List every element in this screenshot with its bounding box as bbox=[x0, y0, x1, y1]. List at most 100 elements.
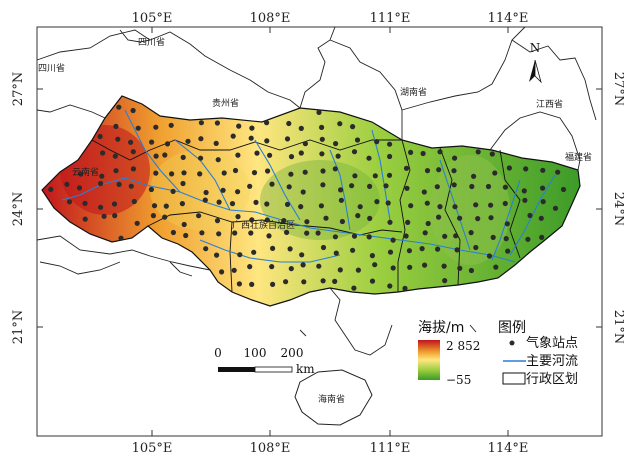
station-dot bbox=[162, 214, 168, 220]
province-label-yunnan: 云南省 bbox=[72, 166, 99, 178]
station-dot bbox=[488, 215, 494, 221]
station-dot bbox=[202, 197, 208, 203]
station-dot bbox=[387, 283, 393, 289]
lat-label-right-21: 21°N bbox=[611, 310, 624, 344]
north-arrow-icon bbox=[529, 59, 542, 84]
station-dot bbox=[254, 150, 260, 156]
station-dot bbox=[504, 221, 510, 227]
station-dot bbox=[181, 170, 187, 176]
station-dot bbox=[101, 213, 107, 219]
station-dot bbox=[214, 218, 221, 224]
station-dot bbox=[492, 170, 498, 176]
station-dot bbox=[203, 246, 209, 252]
lat-label-left-27: 27°N bbox=[11, 72, 26, 106]
station-dot bbox=[130, 166, 136, 172]
station-dot bbox=[468, 230, 474, 236]
station-dot bbox=[247, 264, 253, 270]
lon-label-top-108: 108°E bbox=[250, 11, 291, 26]
station-dot bbox=[302, 169, 308, 175]
station-dot bbox=[316, 263, 322, 269]
hainan-island bbox=[294, 369, 373, 426]
station-dot bbox=[493, 264, 499, 270]
station-dot bbox=[118, 235, 124, 241]
station-dot bbox=[407, 264, 413, 270]
station-dot bbox=[319, 136, 325, 142]
station-dot bbox=[113, 123, 119, 129]
graticule-ticks bbox=[37, 27, 602, 436]
station-dot bbox=[473, 244, 479, 251]
station-dot bbox=[320, 182, 326, 188]
station-dot bbox=[151, 203, 158, 209]
station-dot bbox=[442, 233, 448, 239]
station-dot bbox=[332, 234, 338, 240]
lat-label-left-21: 21°N bbox=[11, 310, 26, 344]
station-dot bbox=[372, 173, 378, 179]
station-dot bbox=[131, 198, 137, 205]
lat-label-left-24: 24°N bbox=[11, 192, 26, 226]
station-dot bbox=[130, 149, 136, 155]
north-arrow-label: N bbox=[530, 41, 541, 55]
station-dot bbox=[319, 151, 325, 157]
station-dot bbox=[506, 165, 512, 171]
station-dot bbox=[320, 244, 327, 251]
station-dot bbox=[490, 234, 496, 240]
station-dot bbox=[298, 150, 304, 156]
station-dot bbox=[355, 267, 361, 273]
station-dot bbox=[198, 120, 204, 126]
station-dot bbox=[78, 171, 84, 177]
station-dot bbox=[197, 171, 203, 177]
station-dot bbox=[214, 120, 220, 126]
scale-tick-100: 100 bbox=[244, 346, 267, 360]
station-dot bbox=[385, 200, 391, 206]
station-dot bbox=[471, 173, 477, 179]
station-dot bbox=[369, 253, 375, 259]
station-dot bbox=[337, 121, 343, 127]
station-dot bbox=[232, 167, 239, 174]
station-dot bbox=[203, 189, 209, 196]
station-dot bbox=[198, 155, 204, 161]
lat-label-right-24: 24°N bbox=[611, 192, 624, 226]
station-dot bbox=[319, 124, 325, 130]
station-dot bbox=[390, 237, 396, 243]
elevation-max-label: 2 852 bbox=[446, 339, 480, 353]
station-dot bbox=[475, 149, 481, 155]
station-dot bbox=[403, 165, 410, 171]
station-dot bbox=[436, 214, 442, 220]
station-dot bbox=[503, 236, 509, 242]
province-label-guangxi: 广西壮族自治区 bbox=[232, 219, 295, 231]
legend-label-stations: 气象站点 bbox=[526, 335, 578, 351]
station-dot bbox=[153, 153, 159, 159]
province-label-hainan: 海南省 bbox=[318, 393, 345, 405]
province-label-jiangxi: 江西省 bbox=[536, 98, 563, 110]
station-dot bbox=[269, 264, 275, 270]
station-dot bbox=[424, 200, 430, 206]
station-dot bbox=[265, 168, 271, 174]
station-dot bbox=[128, 183, 134, 189]
station-dot bbox=[286, 120, 292, 127]
station-dot bbox=[284, 229, 290, 235]
station-dot bbox=[113, 168, 119, 174]
station-dot bbox=[216, 199, 222, 205]
station-dot bbox=[116, 181, 122, 187]
station-dot bbox=[442, 278, 448, 284]
station-dot bbox=[163, 203, 169, 209]
station-dot bbox=[387, 249, 394, 255]
station-dot bbox=[437, 149, 443, 155]
internal-boundaries bbox=[91, 139, 521, 293]
station-dot bbox=[82, 216, 88, 222]
scale-tick-0: 0 bbox=[214, 346, 222, 360]
station-dot bbox=[304, 219, 310, 225]
station-dot bbox=[149, 139, 155, 145]
station-dot bbox=[219, 269, 225, 275]
station-dot bbox=[350, 247, 356, 253]
station-dot bbox=[351, 285, 357, 291]
station-dot bbox=[153, 124, 159, 130]
station-dot bbox=[301, 279, 307, 285]
station-dot bbox=[338, 197, 344, 203]
station-dot bbox=[286, 184, 292, 190]
station-dot bbox=[489, 151, 495, 157]
station-dot bbox=[185, 138, 191, 144]
station-dot bbox=[235, 189, 241, 195]
station-dot bbox=[351, 233, 358, 239]
